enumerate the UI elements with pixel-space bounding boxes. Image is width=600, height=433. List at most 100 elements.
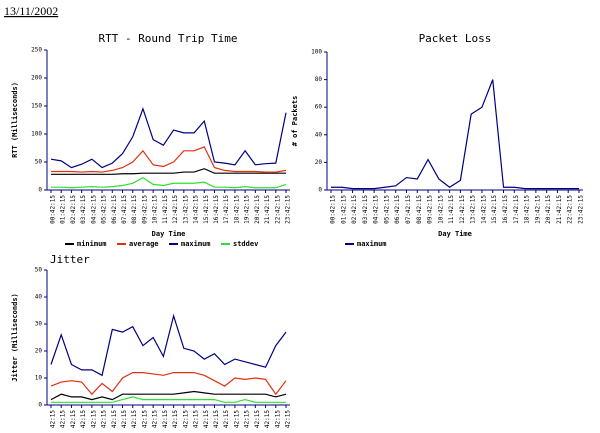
x-tick-label: 14:42:15 [193,195,200,224]
x-tick-label: 21:42:15 [264,195,271,224]
x-tick-label: 04:42:15 [373,195,380,224]
y-tick-label: 200 [31,75,42,82]
y-tick-label: 20 [35,348,43,355]
date: 13/11/2002 [4,4,58,18]
x-tick-label: 42:15 [141,410,148,428]
x-tick-label: 02:42:15 [70,195,77,224]
x-tick-label: 42:15 [172,410,179,428]
series-line [50,390,287,401]
x-tick-label: 13:42:15 [182,195,189,224]
x-tick-label: 01:42:15 [60,195,67,224]
x-tick-label: 42:15 [285,410,292,428]
x-tick-label: 22:42:15 [567,195,574,224]
x-tick-label: 17:42:15 [513,195,520,224]
x-tick-label: 00:42:15 [50,195,57,224]
y-tick-label: 0 [38,187,42,194]
chart-title: RTT - Round Trip Time [98,32,237,45]
x-tick-label: 05:42:15 [383,195,390,224]
series-line [51,176,287,189]
x-tick-label: 02:42:15 [351,195,358,224]
x-tick-label: 14:42:15 [480,195,487,224]
y-tick-label: 30 [35,321,43,328]
y-tick-label: 20 [315,159,323,166]
x-tick-label: 42:15 [152,410,159,428]
x-tick-label: 04:42:15 [90,195,97,224]
series-line [50,106,287,169]
x-tick-label: 42:15 [60,410,67,428]
x-tick-label: 22:42:15 [274,195,281,224]
x-tick-label: 42:15 [182,410,189,428]
x-tick-label: 42:15 [50,410,57,428]
y-tick-label: 10 [35,375,43,382]
x-tick-label: 11:42:15 [448,195,455,224]
series-line [51,168,286,175]
x-tick-label: 09:42:15 [141,195,148,224]
y-tick-label: 40 [315,131,323,138]
y-tick-label: 0 [38,402,42,409]
x-axis-label: Day Time [152,230,186,238]
x-tick-label: 01:42:15 [340,195,347,224]
series-line [331,79,579,190]
x-tick-label: 42:15 [274,410,281,428]
y-axis-label: # of Packets [291,96,299,147]
chart-title: Jitter [50,253,90,266]
x-tick-label: 42:15 [203,410,210,428]
x-tick-label: 20:42:15 [254,195,261,224]
legend-label: average [129,240,159,248]
x-tick-label: 42:15 [254,410,261,428]
legend-label: minimum [77,240,107,248]
legend-label: maximum [181,240,211,248]
y-tick-label: 80 [315,76,323,83]
x-tick-label: 42:15 [90,410,97,428]
x-tick-label: 42:15 [111,410,118,428]
x-tick-label: 21:42:15 [556,195,563,224]
y-tick-label: 150 [31,103,42,110]
series-line [50,372,287,396]
x-tick-label: 42:15 [70,410,77,428]
x-tick-label: 11:42:15 [162,195,169,224]
x-tick-label: 42:15 [244,410,251,428]
x-tick-label: 19:42:15 [244,195,251,224]
x-tick-label: 42:15 [264,410,271,428]
x-tick-label: 18:42:15 [524,195,531,224]
y-tick-label: 100 [31,131,42,138]
y-tick-label: 40 [35,294,43,301]
x-tick-label: 16:42:15 [213,195,220,224]
x-tick-label: 09:42:15 [427,195,434,224]
x-tick-label: 08:42:15 [416,195,423,224]
x-tick-label: 13:42:15 [470,195,477,224]
x-tick-label: 42:15 [233,410,240,428]
x-tick-label: 00:42:15 [330,195,337,224]
series-line [51,146,287,173]
legend-label: maximum [357,240,387,248]
x-tick-label: 42:15 [101,410,108,428]
legend-label: stddev [233,240,258,248]
x-tick-label: 06:42:15 [394,195,401,224]
x-tick-label: 18:42:15 [233,195,240,224]
x-tick-label: 23:42:15 [285,195,292,224]
x-tick-label: 15:42:15 [491,195,498,224]
x-tick-label: 42:15 [162,410,169,428]
x-tick-label: 03:42:15 [80,195,87,224]
x-tick-label: 42:15 [223,410,230,428]
x-tick-label: 07:42:15 [405,195,412,224]
x-tick-label: 12:42:15 [172,195,179,224]
x-tick-label: 05:42:15 [101,195,108,224]
y-tick-label: 60 [315,104,323,111]
x-tick-label: 23:42:15 [578,195,585,224]
x-tick-label: 06:42:15 [111,195,118,224]
x-tick-label: 07:42:15 [121,195,128,224]
x-tick-label: 42:15 [213,410,220,428]
x-tick-label: 19:42:15 [534,195,541,224]
y-tick-label: 100 [311,49,322,56]
y-tick-label: 50 [35,267,43,274]
x-tick-label: 12:42:15 [459,195,466,224]
x-tick-label: 15:42:15 [203,195,210,224]
x-tick-label: 10:42:15 [152,195,159,224]
y-tick-label: 50 [35,159,43,166]
series-line [50,313,287,377]
x-tick-label: 16:42:15 [502,195,509,224]
x-tick-label: 08:42:15 [131,195,138,224]
x-tick-label: 42:15 [80,410,87,428]
